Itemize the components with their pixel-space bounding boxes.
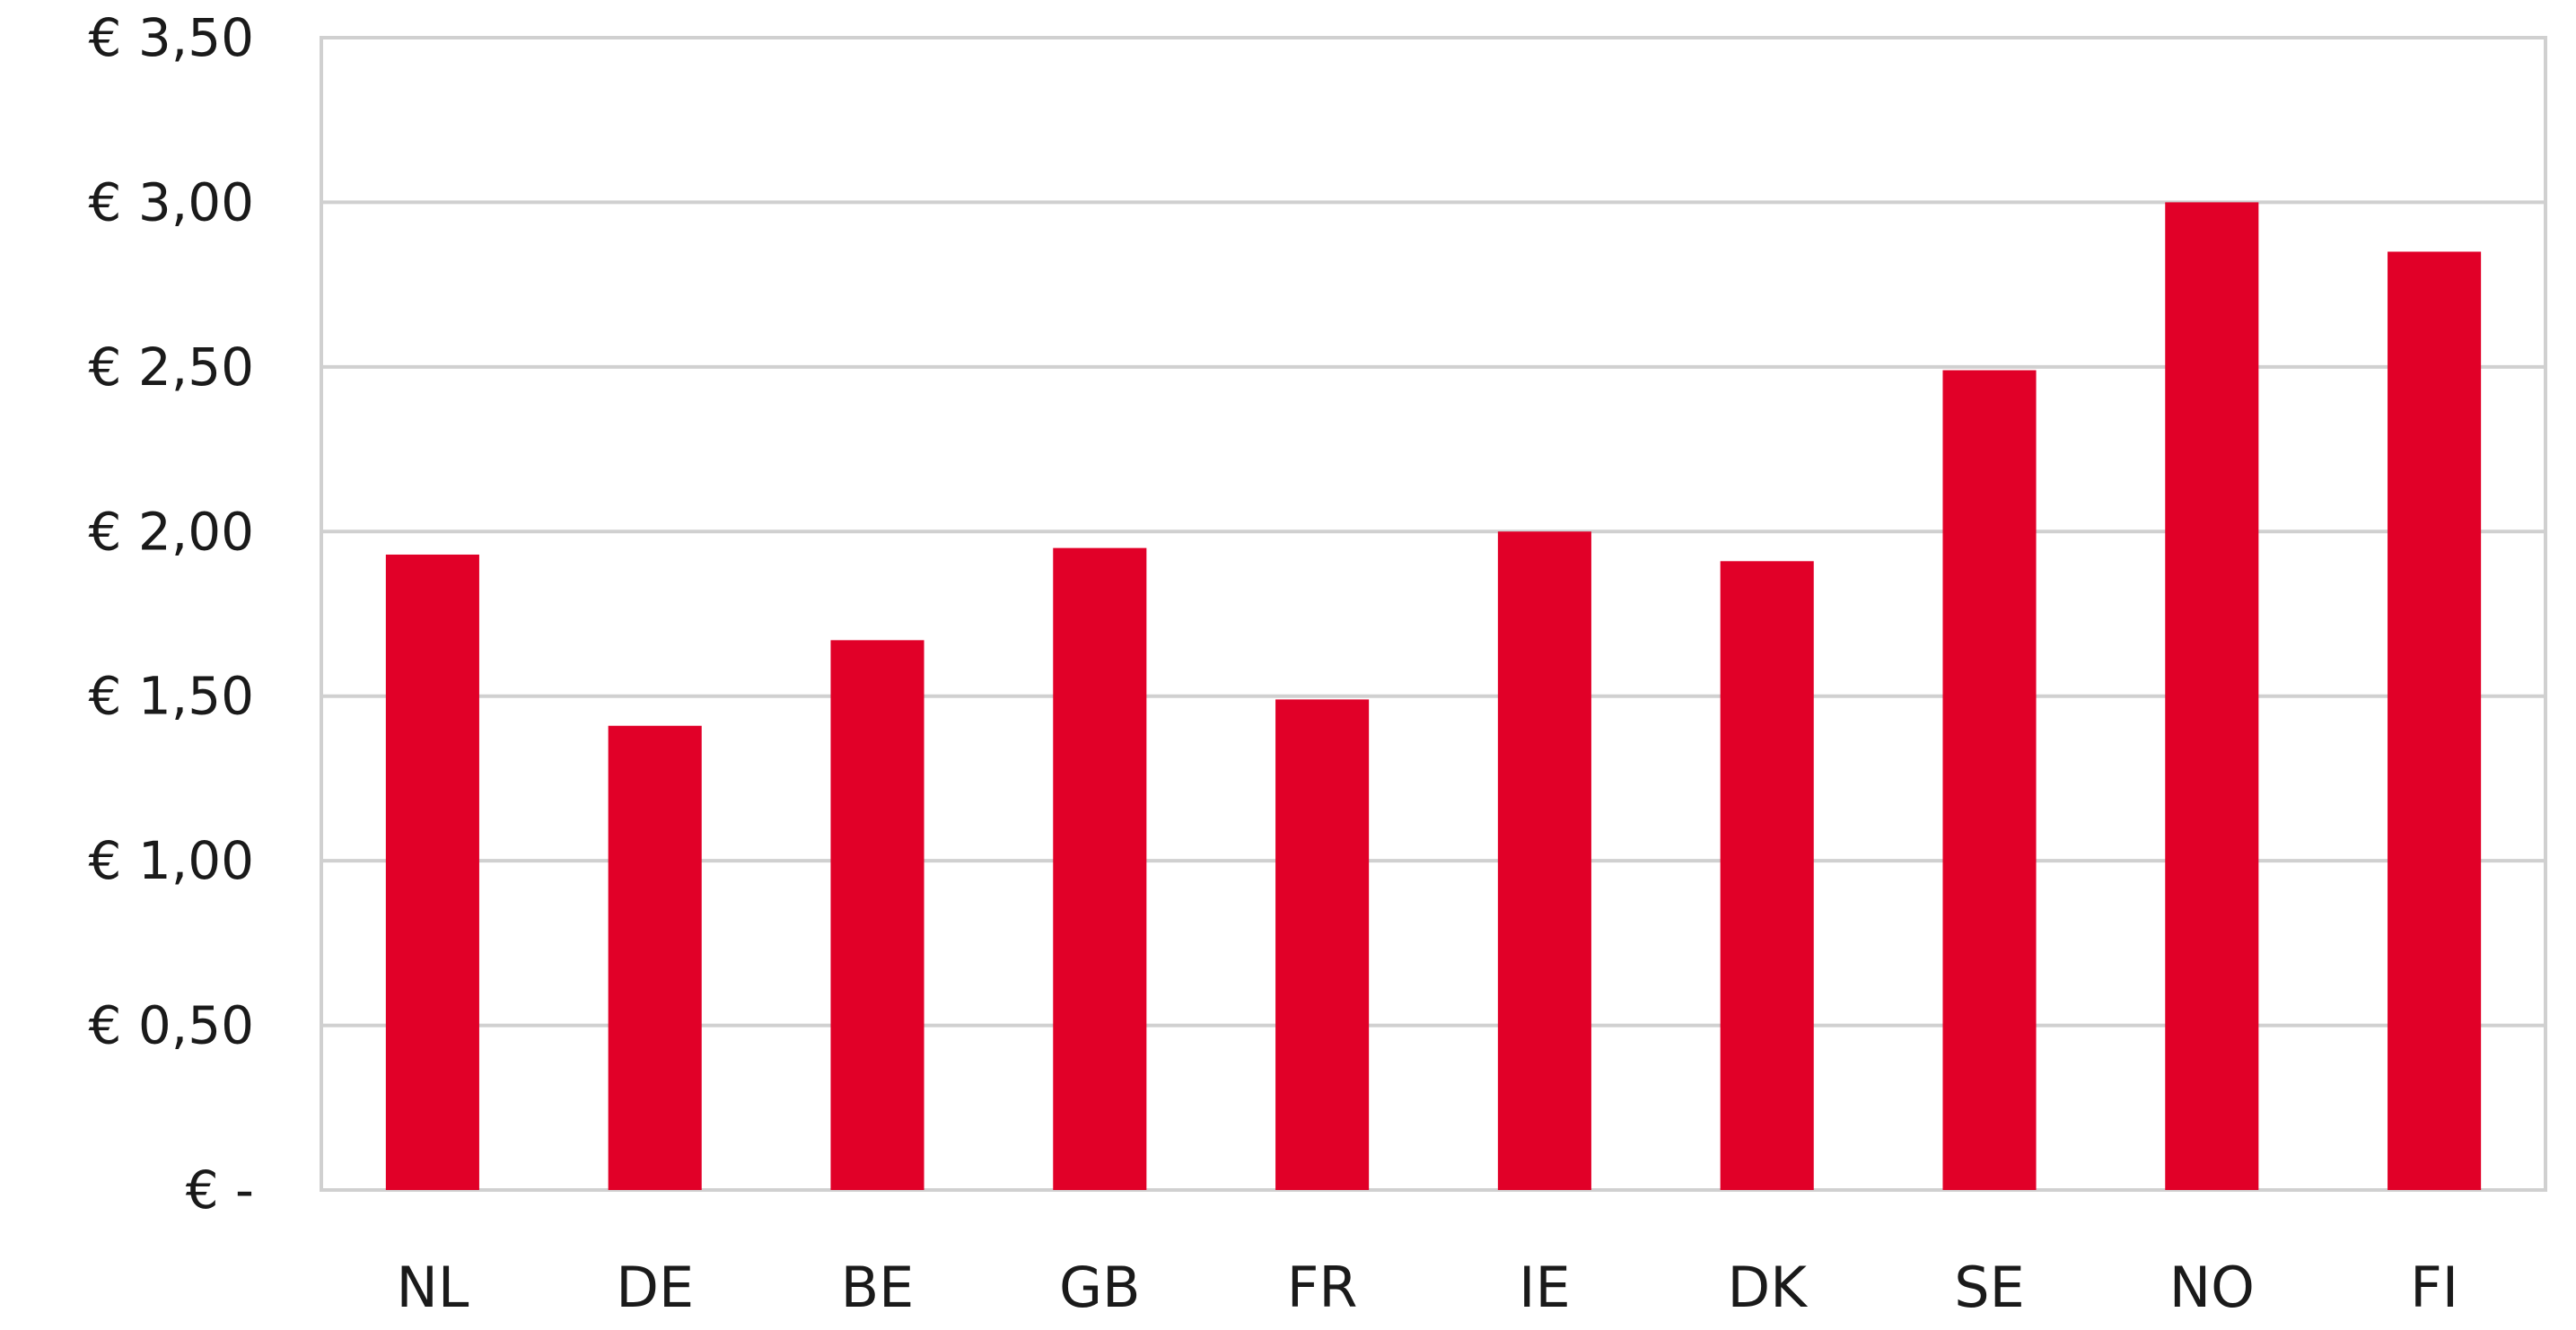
bars xyxy=(385,202,2482,1190)
x-category-label: FR xyxy=(1287,1255,1358,1320)
x-category-label: GB xyxy=(1059,1255,1141,1320)
bar-ie xyxy=(1497,531,1591,1190)
y-tick-label: € 1,00 xyxy=(89,830,254,891)
x-axis-category-labels: NL DE BE GB FR IE DK SE NO FI xyxy=(396,1255,2458,1320)
bar-gb xyxy=(1053,547,1147,1190)
y-tick-label: € 3,00 xyxy=(89,171,254,232)
y-tick-label: € 2,50 xyxy=(89,337,254,398)
y-tick-label: € 0,50 xyxy=(89,995,254,1056)
bar-fr xyxy=(1275,699,1370,1190)
plot-area-frame xyxy=(320,36,2547,1192)
x-category-label: NO xyxy=(2169,1255,2255,1320)
x-category-label: SE xyxy=(1954,1255,2025,1320)
x-category-label: BE xyxy=(841,1255,915,1320)
y-tick-label: € 3,50 xyxy=(89,7,254,68)
x-category-label: DE xyxy=(616,1255,694,1320)
bar-no xyxy=(2165,202,2259,1190)
x-category-label: NL xyxy=(396,1255,469,1320)
bar-de xyxy=(608,725,702,1190)
y-axis-tick-labels: € - € 0,50 € 1,00 € 1,50 € 2,00 € 2,50 € 3,00 €… xyxy=(89,7,254,1221)
y-tick-label: € 2,00 xyxy=(89,501,254,562)
y-tick-label: € - xyxy=(186,1159,254,1221)
bar-se xyxy=(1942,370,2037,1190)
bar-nl xyxy=(385,554,479,1190)
x-category-label: IE xyxy=(1519,1255,1570,1320)
bar-fi xyxy=(2388,251,2482,1190)
bar-be xyxy=(830,640,924,1190)
x-category-label: DK xyxy=(1727,1255,1808,1320)
bar-dk xyxy=(1720,561,1814,1190)
x-category-label: FI xyxy=(2410,1255,2458,1320)
y-tick-label: € 1,50 xyxy=(89,666,254,727)
